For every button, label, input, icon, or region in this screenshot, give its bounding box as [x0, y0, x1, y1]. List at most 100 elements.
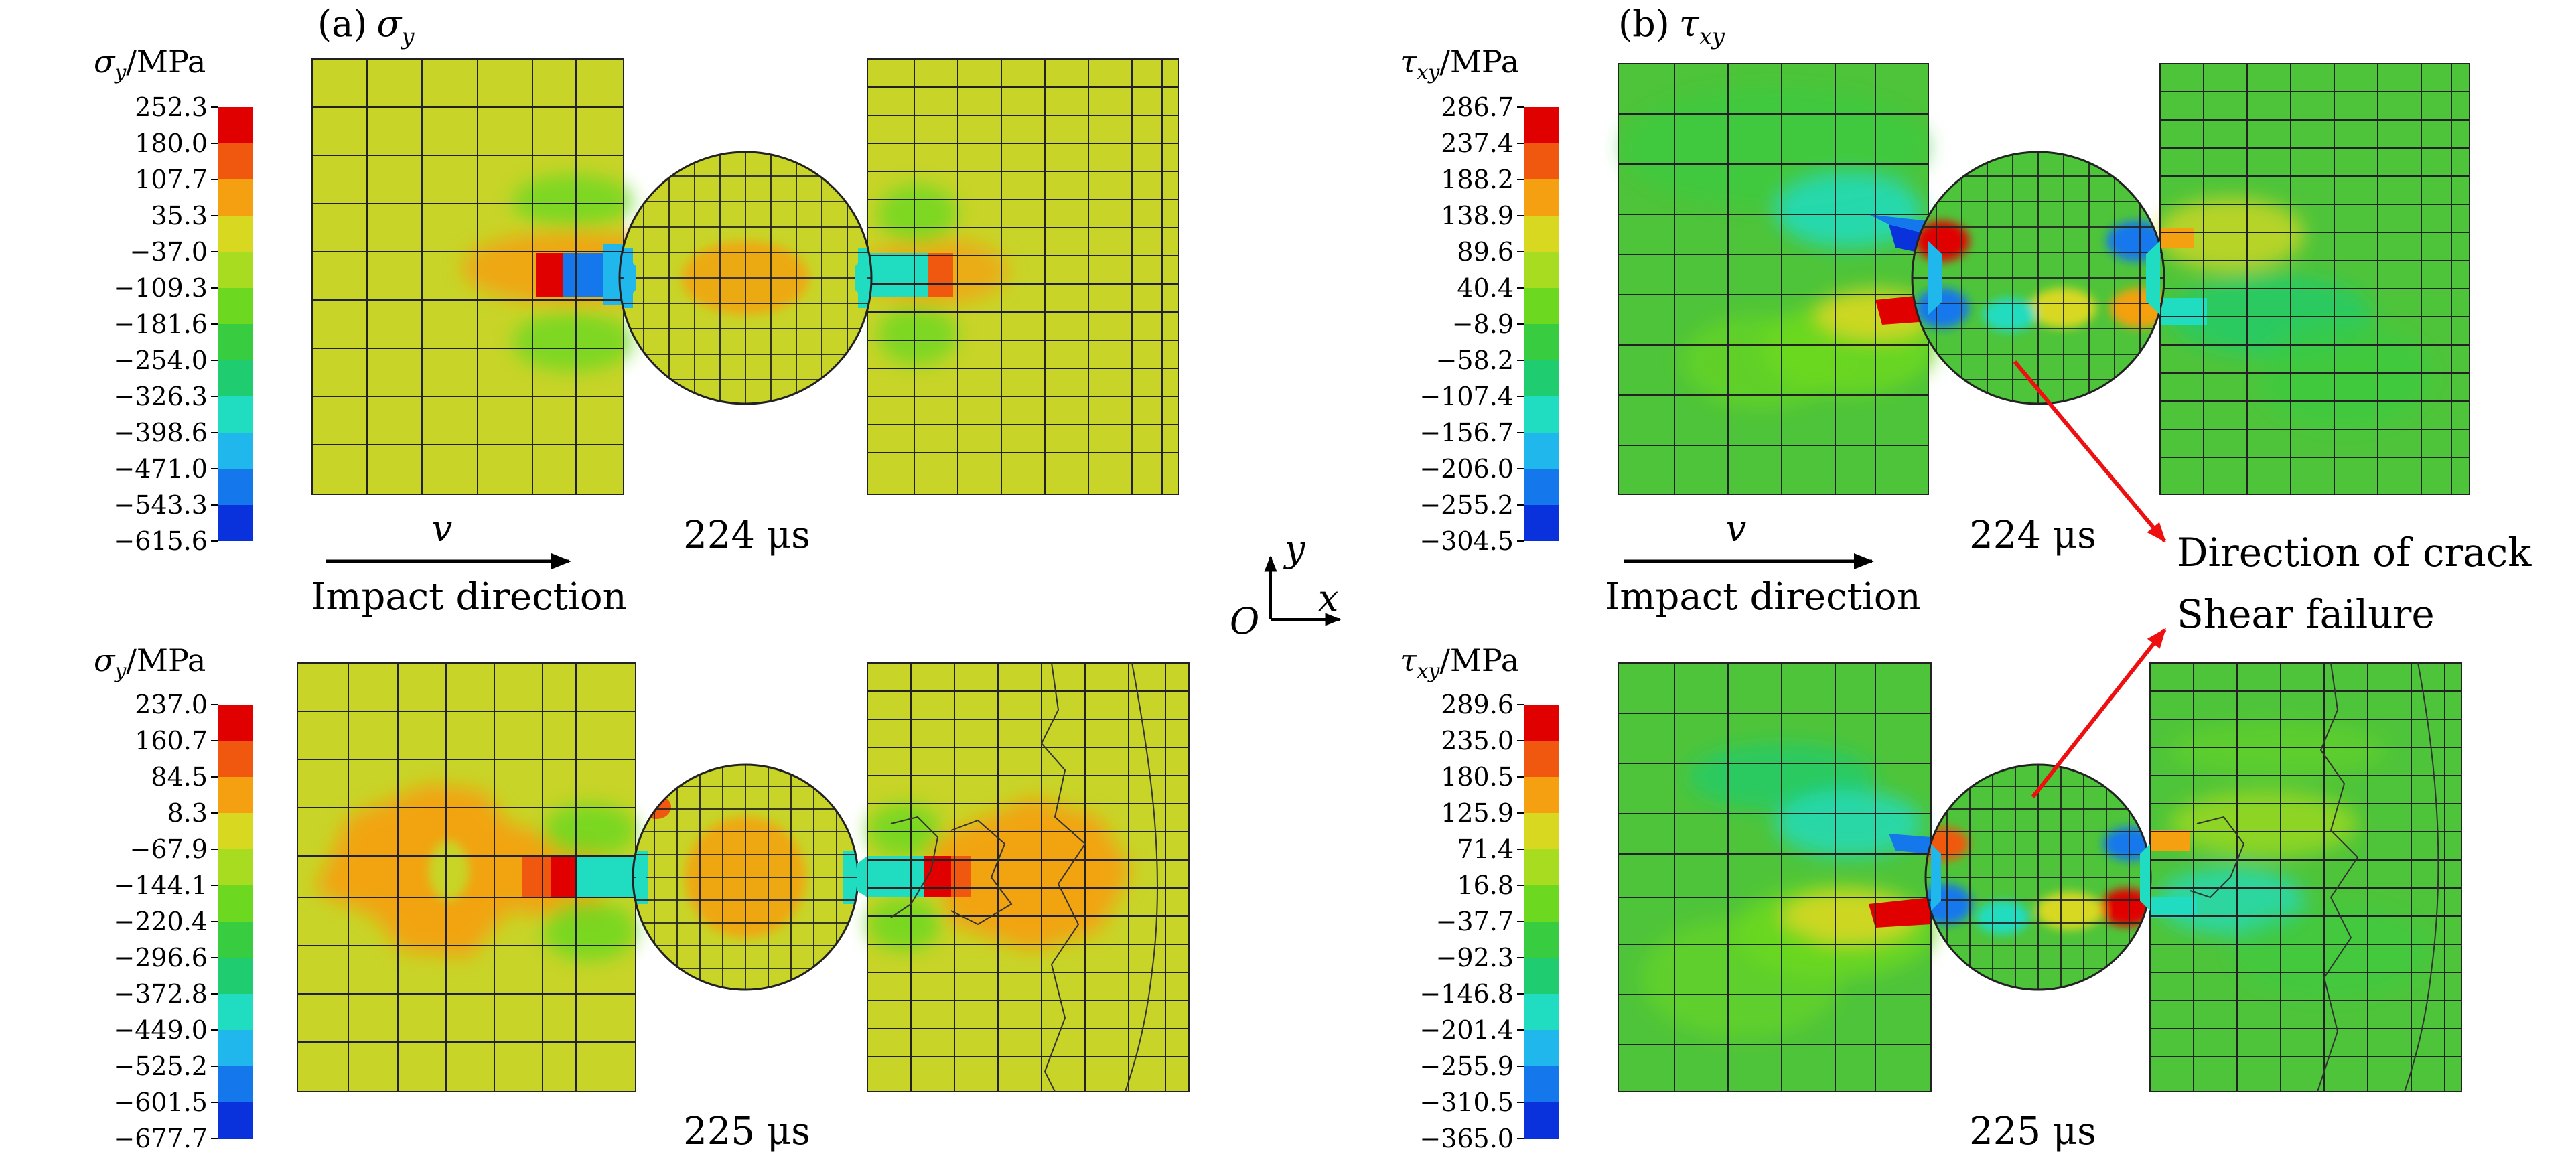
legend-swatch — [218, 288, 253, 324]
panel-b-top: (b) τxy τxy/MPa 286.7 237.4 188.2 138.9 89.6 4… — [1400, 3, 2470, 619]
legend-ticks-a-top: 252.3 180.0 107.7 35.3 −37.0 −109.3 −181.6 −254… — [113, 92, 218, 556]
legend-swatch — [218, 705, 253, 741]
legend-tick-label: 138.9 — [1441, 201, 1514, 230]
legend-tick-label: −310.5 — [1419, 1088, 1514, 1117]
legend-tick-label: 84.5 — [151, 762, 208, 792]
legend-tick-label: 35.3 — [151, 201, 208, 230]
legend-swatch — [1524, 1102, 1559, 1139]
legend-tick-label: 71.4 — [1457, 834, 1514, 864]
time-label-b-top: 224 μs — [1969, 514, 2096, 557]
panel-a-bottom: σy/MPa 237.0 160.7 84.5 8.3 −67.9 −144.1 −220.… — [94, 642, 1190, 1153]
legend-tick-label: 188.2 — [1441, 165, 1514, 194]
legend-tick-label: −201.4 — [1419, 1015, 1514, 1045]
legend-swatch — [218, 958, 253, 994]
legend-colorbar-b-top — [1524, 107, 1559, 541]
legend-swatch — [218, 1102, 253, 1139]
legend-tick-label: −543.3 — [113, 490, 208, 520]
legend-swatch — [218, 433, 253, 469]
legend-swatch — [1524, 777, 1559, 813]
legend-colorbar-a-top — [218, 107, 253, 541]
legend-swatch — [218, 252, 253, 288]
legend-tick-label: 16.8 — [1457, 871, 1514, 900]
shear-failure-label: Shear failure — [2177, 591, 2435, 637]
legend-tick-label: 40.4 — [1457, 273, 1514, 303]
legend-swatch — [1524, 396, 1559, 433]
sphere-a-top — [618, 151, 873, 405]
legend-tick-label: −67.9 — [130, 834, 208, 864]
legend-tick-label: 252.3 — [135, 92, 208, 122]
legend-tick-label: −365.0 — [1419, 1124, 1514, 1153]
legend-tick-label: 235.0 — [1441, 726, 1514, 755]
shear-arrow — [2031, 628, 2167, 798]
legend-tick-label: −58.2 — [1436, 346, 1514, 375]
legend-swatch — [218, 741, 253, 777]
legend-tick-label: −255.9 — [1419, 1051, 1514, 1081]
legend-unit-a-bottom: σy/MPa — [94, 642, 206, 683]
legend-tick-label: −156.7 — [1419, 418, 1514, 447]
legend-swatch — [1524, 143, 1559, 179]
legend-swatch — [218, 469, 253, 505]
panel-b-label: (b) τxy — [1618, 3, 1725, 50]
legend-swatch — [1524, 922, 1559, 958]
legend-ticks-b-bottom: 289.6 235.0 180.5 125.9 71.4 16.8 −37.7 −92.3 −1… — [1419, 690, 1524, 1153]
legend-swatch — [1524, 994, 1559, 1030]
legend-tick-label: −398.6 — [113, 418, 208, 447]
legend-tick-label: 286.7 — [1441, 92, 1514, 122]
legend-tick-label: −296.6 — [113, 943, 208, 972]
legend-swatch — [218, 143, 253, 179]
sphere-b-top — [1911, 151, 2165, 405]
legend-unit-b-bottom: τxy/MPa — [1400, 642, 1519, 683]
legend-tick-label: −304.5 — [1419, 526, 1514, 556]
legend-swatch — [218, 994, 253, 1030]
legend-tick-label: −92.3 — [1436, 943, 1514, 972]
contact-left-b-bottom — [1931, 844, 1941, 911]
legend-tick-label: 160.7 — [135, 726, 208, 755]
velocity-symbol-a: v — [432, 508, 453, 550]
legend-swatch — [218, 1030, 253, 1066]
contact-left-a-bottom — [636, 856, 646, 897]
legend-tick-label: −144.1 — [113, 871, 208, 900]
legend-swatch — [218, 179, 253, 216]
legend-swatch — [1524, 885, 1559, 922]
legend-swatch — [1524, 252, 1559, 288]
contact-right-b-bottom — [2140, 844, 2150, 911]
right-plate-a-top — [861, 58, 1179, 495]
legend-swatch — [218, 360, 253, 396]
legend-tick-label: 8.3 — [167, 798, 208, 828]
legend-tick-label: −525.2 — [113, 1051, 208, 1081]
time-label-a-top: 224 μs — [683, 514, 810, 557]
legend-swatch — [218, 885, 253, 922]
legend-swatch — [1524, 958, 1559, 994]
legend-tick-label: −471.0 — [113, 454, 208, 484]
legend-tick-label: −449.0 — [113, 1015, 208, 1045]
left-plate-a-bottom — [297, 662, 636, 1092]
legend-ticks-b-top: 286.7 237.4 188.2 138.9 89.6 40.4 −8.9 −58.2 −10… — [1419, 92, 1524, 556]
crack-direction-label: Direction of crack — [2177, 530, 2532, 575]
legend-tick-label: −615.6 — [113, 526, 208, 556]
legend-tick-label: 289.6 — [1441, 690, 1514, 719]
legend-swatch — [1524, 324, 1559, 360]
legend-swatch — [1524, 288, 1559, 324]
contact-right-a-bottom — [857, 856, 867, 897]
legend-swatch — [218, 505, 253, 541]
contact-right-a-top — [855, 253, 867, 303]
legend-swatch — [218, 1066, 253, 1102]
legend-swatch — [218, 324, 253, 360]
legend-tick-label: −372.8 — [113, 979, 208, 1009]
legend-swatch — [1524, 469, 1559, 505]
legend-swatch — [1524, 813, 1559, 849]
legend-tick-label: −220.4 — [113, 907, 208, 936]
legend-tick-label: −109.3 — [113, 273, 208, 303]
origin-label: O — [1230, 600, 1259, 642]
crack-arrow — [2013, 360, 2167, 543]
legend-tick-label: 237.4 — [1441, 129, 1514, 158]
impact-direction-label-b: Impact direction — [1605, 575, 1920, 619]
left-plate-b-bottom — [1618, 662, 1936, 1092]
coordinate-axes: y x O — [1230, 528, 1342, 642]
right-plate-a-bottom — [867, 662, 1190, 1092]
legend-swatch — [1524, 1030, 1559, 1066]
legend-ticks-a-bottom: 237.0 160.7 84.5 8.3 −67.9 −144.1 −220.4 −296.6… — [113, 690, 218, 1153]
legend-swatch — [1524, 1066, 1559, 1102]
legend-tick-label: −146.8 — [1419, 979, 1514, 1009]
